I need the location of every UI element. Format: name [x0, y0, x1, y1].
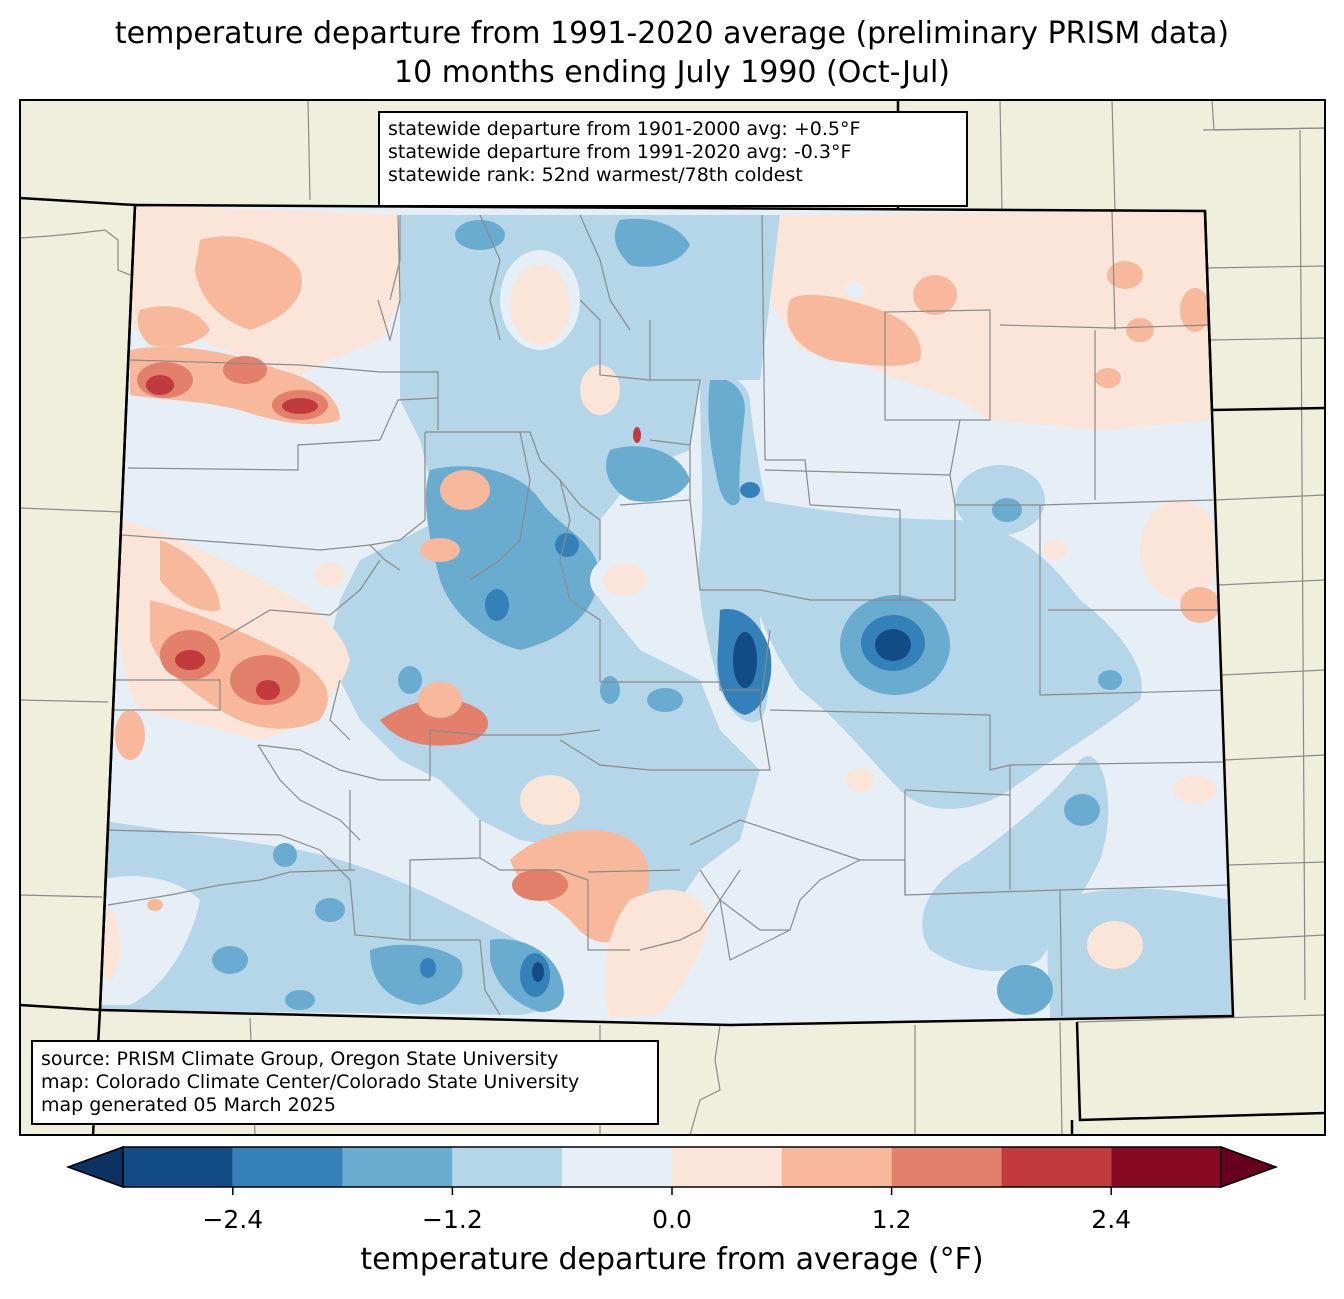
county-lines — [104, 209, 1231, 1017]
generated-date-line: map generated 05 March 2025 — [41, 1094, 336, 1116]
colorbar-bin-0 — [123, 1147, 233, 1187]
map-title: temperature departure from 1991-2020 ave… — [114, 16, 1230, 51]
neighbor-county-lines — [19, 99, 1326, 1136]
map-frame — [19, 99, 1326, 1136]
colorbar-bin-7 — [891, 1147, 1002, 1187]
colorbar-tick-label: −2.4 — [202, 1205, 264, 1234]
temperature-field — [100, 205, 1233, 1025]
colorbar — [65, 1145, 1279, 1195]
colorbar-bin-4 — [562, 1147, 672, 1187]
colorbar-extend-low — [65, 1145, 124, 1189]
colorbar-tick-label: 2.4 — [1091, 1205, 1132, 1234]
stat-departure-1901-2000: statewide departure from 1901-2000 avg: … — [388, 118, 861, 140]
colorbar-bin-3 — [452, 1147, 563, 1187]
stat-rank: statewide rank: 52nd warmest/78th coldes… — [388, 164, 803, 186]
colorbar-bin-9 — [1111, 1147, 1221, 1187]
colorbar-bin-5 — [672, 1147, 782, 1187]
colorbar-bin-6 — [781, 1147, 892, 1187]
source-credit-box: source: PRISM Climate Group, Oregon Stat… — [31, 1040, 659, 1125]
map-subtitle: 10 months ending July 1990 (Oct-Jul) — [393, 55, 951, 90]
colorbar-tick-label: 1.2 — [871, 1205, 912, 1234]
colorbar-tick-label: 0.0 — [652, 1205, 692, 1234]
colorbar-extend-high — [1220, 1145, 1279, 1189]
colorbar-label: temperature departure from average (°F) — [360, 1242, 984, 1277]
colorbar-bin-2 — [342, 1147, 453, 1187]
stat-departure-1991-2020: statewide departure from 1991-2020 avg: … — [388, 141, 852, 163]
colorbar-tick-label: −1.2 — [422, 1205, 483, 1234]
source-line: source: PRISM Climate Group, Oregon Stat… — [41, 1048, 559, 1070]
statewide-stats-box: statewide departure from 1901-2000 avg: … — [378, 111, 968, 207]
map-credit-line: map: Colorado Climate Center/Colorado St… — [41, 1071, 580, 1093]
colorbar-bin-1 — [232, 1147, 343, 1187]
colorbar-bin-8 — [1001, 1147, 1112, 1187]
